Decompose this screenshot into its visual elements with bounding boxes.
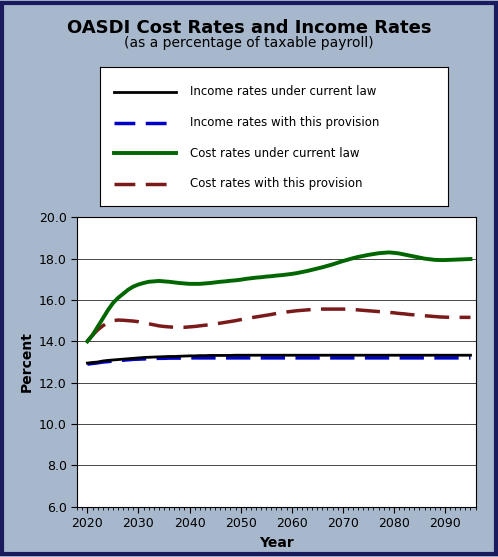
Text: OASDI Cost Rates and Income Rates: OASDI Cost Rates and Income Rates [67, 19, 431, 37]
Text: Cost rates with this provision: Cost rates with this provision [190, 177, 363, 190]
Y-axis label: Percent: Percent [19, 331, 33, 393]
Text: Income rates under current law: Income rates under current law [190, 85, 376, 99]
X-axis label: Year: Year [259, 536, 294, 550]
Text: Cost rates under current law: Cost rates under current law [190, 146, 360, 160]
Text: Income rates with this provision: Income rates with this provision [190, 116, 379, 129]
Text: (as a percentage of taxable payroll): (as a percentage of taxable payroll) [124, 36, 374, 50]
